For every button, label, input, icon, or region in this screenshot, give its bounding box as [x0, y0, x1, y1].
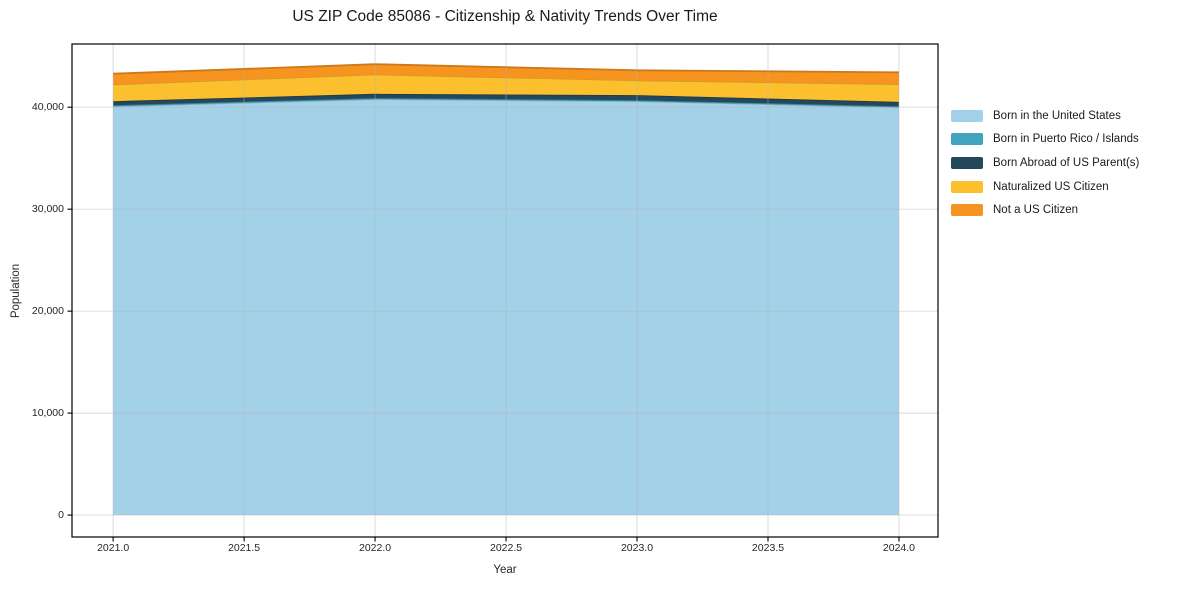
- legend-item: Naturalized US Citizen: [951, 175, 1139, 199]
- x-tick-label: 2022.5: [489, 542, 523, 554]
- legend-swatch-born-abroad-of-us-parent-s: [951, 156, 983, 169]
- legend-item: Born in the United States: [951, 104, 1139, 128]
- legend-swatch-naturalized-us-citizen: [951, 180, 983, 193]
- y-tick-label: 30,000: [31, 202, 64, 215]
- legend-item-label: Born in the United States: [993, 109, 1121, 122]
- legend-item: Born Abroad of US Parent(s): [951, 151, 1139, 175]
- gridlines: [72, 44, 938, 537]
- y-tick-label: 10,000: [31, 406, 64, 419]
- legend-item-label: Naturalized US Citizen: [993, 180, 1109, 193]
- legend: Born in the United States Born in Puerto …: [951, 104, 1139, 222]
- x-tick-label: 2023.0: [620, 542, 654, 554]
- y-tick-label: 40,000: [31, 100, 64, 113]
- legend-item-label: Born in Puerto Rico / Islands: [993, 133, 1139, 146]
- legend-item: Not a US Citizen: [951, 198, 1139, 222]
- x-tick-label: 2022.0: [359, 542, 392, 554]
- y-tick-label: 0: [58, 508, 64, 521]
- x-tick-label: 2024.0: [882, 542, 916, 554]
- legend-item-label: Born Abroad of US Parent(s): [993, 156, 1140, 169]
- axes-spines: [71, 43, 939, 538]
- x-tick-label: 2021.5: [228, 542, 261, 554]
- legend-swatch-born-in-puerto-rico-islands: [951, 133, 983, 146]
- legend-swatch-born-in-the-united-states: [951, 109, 983, 122]
- legend-item-label: Not a US Citizen: [993, 204, 1079, 217]
- x-tick-label: 2021.0: [97, 542, 130, 554]
- y-tick-label: 20,000: [31, 304, 64, 317]
- legend-swatch-not-a-us-citizen: [951, 204, 983, 217]
- tick-marks: [67, 106, 900, 542]
- x-axis-label: Year: [493, 564, 517, 576]
- legend-item: Born in Puerto Rico / Islands: [951, 128, 1139, 152]
- chart-title: US ZIP Code 85086 - Citizenship & Nativi…: [292, 8, 718, 25]
- x-tick-label: 2023.5: [751, 542, 785, 554]
